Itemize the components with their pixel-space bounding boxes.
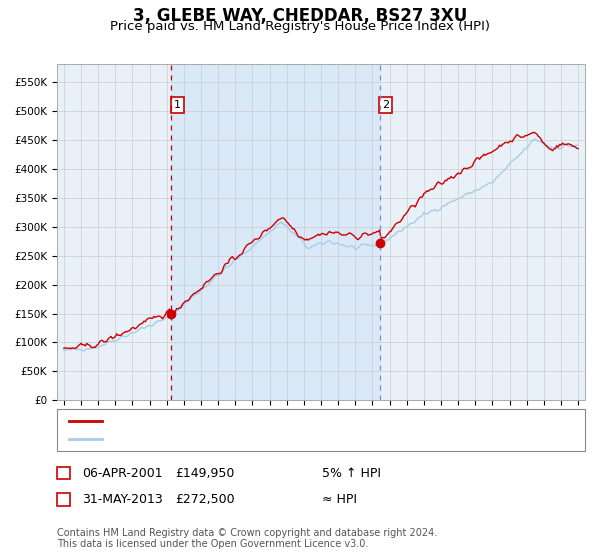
Text: £272,500: £272,500: [175, 493, 235, 506]
Text: 2: 2: [382, 100, 389, 110]
Text: This data is licensed under the Open Government Licence v3.0.: This data is licensed under the Open Gov…: [57, 539, 368, 549]
Text: 06-APR-2001: 06-APR-2001: [82, 466, 163, 480]
Text: 1: 1: [59, 466, 68, 480]
Text: Contains HM Land Registry data © Crown copyright and database right 2024.: Contains HM Land Registry data © Crown c…: [57, 528, 437, 538]
Text: Price paid vs. HM Land Registry's House Price Index (HPI): Price paid vs. HM Land Registry's House …: [110, 20, 490, 32]
Text: 2: 2: [59, 493, 68, 506]
Text: 3, GLEBE WAY, CHEDDAR, BS27 3XU: 3, GLEBE WAY, CHEDDAR, BS27 3XU: [133, 7, 467, 25]
Bar: [172, 64, 380, 400]
Text: 5% ↑ HPI: 5% ↑ HPI: [322, 466, 381, 480]
Text: HPI: Average price, detached house, Somerset: HPI: Average price, detached house, Some…: [108, 432, 383, 446]
Text: 31-MAY-2013: 31-MAY-2013: [82, 493, 163, 506]
Text: 3, GLEBE WAY, CHEDDAR, BS27 3XU (detached house): 3, GLEBE WAY, CHEDDAR, BS27 3XU (detache…: [108, 414, 430, 427]
Text: ≈ HPI: ≈ HPI: [322, 493, 357, 506]
Text: £149,950: £149,950: [175, 466, 235, 480]
Text: 1: 1: [174, 100, 181, 110]
